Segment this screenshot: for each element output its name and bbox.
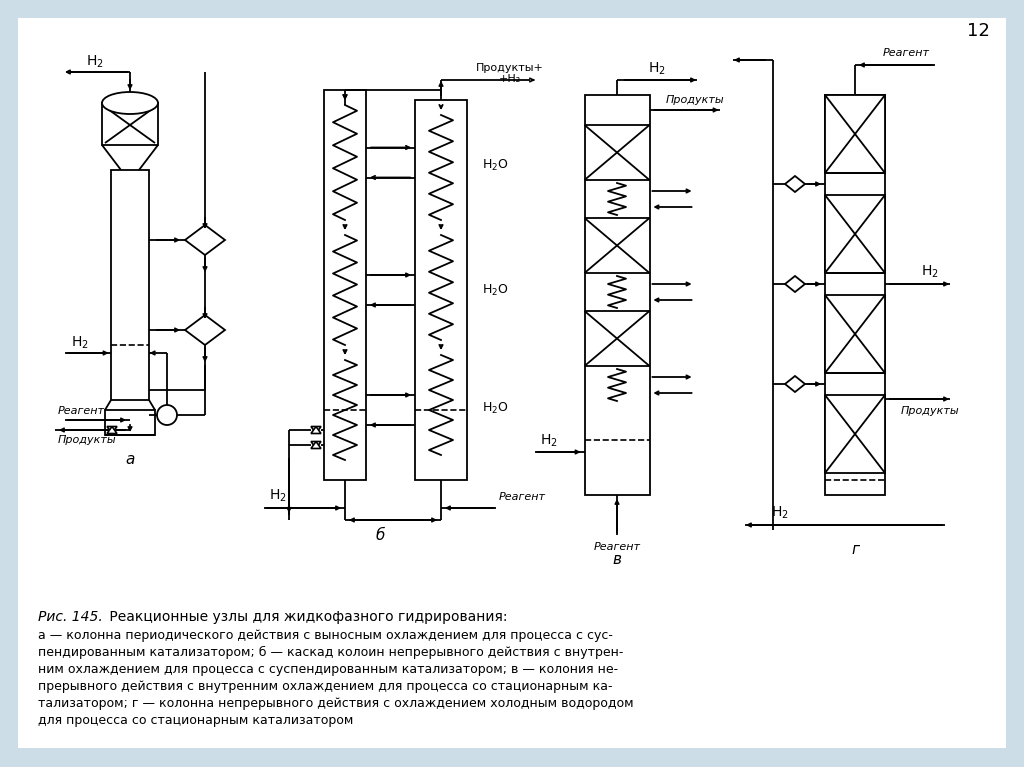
Text: $\mathregular{H_2}$: $\mathregular{H_2}$ [71, 335, 89, 351]
Bar [111, 170, 150, 400]
Text: Реагент: Реагент [499, 492, 546, 502]
Bar [105, 410, 155, 435]
Polygon shape [311, 442, 321, 449]
Text: Реагент: Реагент [594, 542, 640, 552]
Bar [825, 395, 885, 473]
Text: а: а [125, 453, 135, 468]
Polygon shape [785, 376, 805, 392]
Bar [825, 95, 885, 173]
Text: Продукты: Продукты [58, 435, 117, 445]
Text: Продукты: Продукты [901, 406, 959, 416]
Text: Реакционные узлы для жидкофазного гидрирования:: Реакционные узлы для жидкофазного гидрир… [105, 610, 508, 624]
Text: $\mathregular{H_2}$: $\mathregular{H_2}$ [269, 488, 287, 504]
Text: $\mathregular{H_2}$: $\mathregular{H_2}$ [540, 433, 557, 449]
Text: ним охлаждением для процесса с суспендированным катализатором; в — колония не-: ним охлаждением для процесса с суспендир… [38, 663, 618, 676]
Polygon shape [311, 442, 321, 449]
Bar [324, 90, 366, 480]
Bar [585, 95, 649, 495]
Bar [825, 295, 885, 373]
Bar [825, 95, 885, 495]
Text: $\mathregular{H_2O}$: $\mathregular{H_2O}$ [481, 157, 508, 173]
Ellipse shape [102, 92, 158, 114]
Bar [825, 195, 885, 273]
Text: $\mathregular{H_2}$: $\mathregular{H_2}$ [922, 264, 939, 280]
Polygon shape [185, 225, 225, 255]
Text: 12: 12 [967, 22, 990, 40]
Polygon shape [106, 426, 117, 433]
Bar [102, 103, 158, 145]
Text: пендированным катализатором; б — каскад колоин непрерывного действия с внутрен-: пендированным катализатором; б — каскад … [38, 646, 624, 659]
Text: Реагент: Реагент [883, 48, 930, 58]
Text: для процесса со стационарным катализатором: для процесса со стационарным катализатор… [38, 714, 353, 727]
Polygon shape [185, 315, 225, 345]
Text: $\mathregular{H_2}$: $\mathregular{H_2}$ [648, 61, 666, 77]
Text: г: г [851, 542, 859, 558]
Text: $\mathregular{H_2}$: $\mathregular{H_2}$ [771, 505, 788, 522]
Polygon shape [106, 426, 117, 433]
Polygon shape [785, 276, 805, 292]
Text: Продукты+: Продукты+ [476, 63, 544, 73]
Text: +H₂: +H₂ [499, 74, 521, 84]
Polygon shape [311, 426, 321, 433]
Text: $\mathregular{H_2}$: $\mathregular{H_2}$ [86, 54, 103, 71]
Text: прерывного действия с внутренним охлаждением для процесса со стационарным ка-: прерывного действия с внутренним охлажде… [38, 680, 612, 693]
Text: а — колонна периодического действия с выносным охлаждением для процесса с сус-: а — колонна периодического действия с вы… [38, 629, 613, 642]
Polygon shape [311, 426, 321, 433]
Text: $\mathregular{H_2O}$: $\mathregular{H_2O}$ [481, 400, 508, 416]
Polygon shape [785, 176, 805, 192]
Text: тализатором; г — колонна непрерывного действия с охлаждением холодным водородом: тализатором; г — колонна непрерывного де… [38, 697, 634, 710]
Bar [415, 100, 467, 480]
Text: Реагент: Реагент [58, 406, 105, 416]
Text: Рис. 145.: Рис. 145. [38, 610, 102, 624]
Text: Продукты: Продукты [666, 95, 724, 105]
Text: б: б [376, 528, 385, 542]
Text: $\mathregular{H_2O}$: $\mathregular{H_2O}$ [481, 282, 508, 298]
Text: в: в [612, 552, 622, 568]
